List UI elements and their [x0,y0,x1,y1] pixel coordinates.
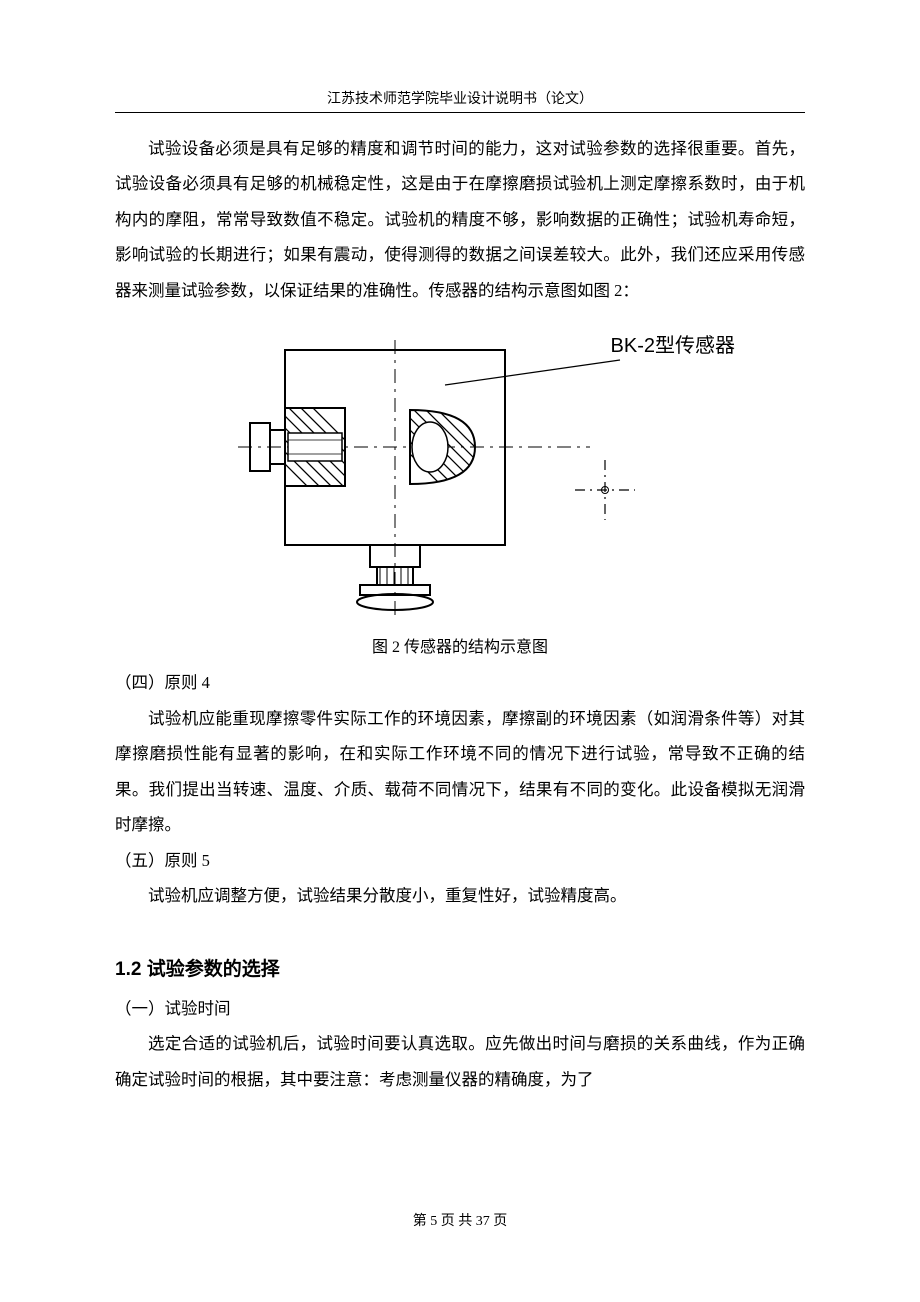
principle-5-body: 试验机应调整方便，试验结果分散度小，重复性好，试验精度高。 [115,878,805,913]
page: 江苏技术师范学院毕业设计说明书（论文） 试验设备必须是具有足够的精度和调节时间的… [0,0,920,1157]
page-header: 江苏技术师范学院毕业设计说明书（论文） [115,88,805,108]
figure-label: BK-2型传感器 [611,334,735,357]
principle-4-body: 试验机应能重现摩擦零件实际工作的环境因素，摩擦副的环境因素（如润滑条件等）对其摩… [115,701,805,843]
right-hatch [400,372,490,534]
section-1-2-sub1-body: 选定合适的试验机后，试验时间要认真选取。应先做出时间与磨损的关系曲线，作为正确确… [115,1026,805,1097]
figure-caption: 图 2 传感器的结构示意图 [115,633,805,657]
left-hatch [275,370,355,534]
header-rule [115,112,805,113]
sensor-diagram: BK-2型传感器 [180,330,740,620]
section-1-2-title: 1.2 试验参数的选择 [115,954,805,981]
crosshair-icon [575,460,635,520]
principle-4-heading: （四）原则 4 [115,665,805,700]
principle-5-heading: （五）原则 5 [115,843,805,878]
section-1-2-sub1-heading: （一）试验时间 [115,991,805,1026]
figure-2: BK-2型传感器 [115,330,805,657]
page-footer: 第 5 页 共 37 页 [0,1210,920,1230]
paragraph-1: 试验设备必须是具有足够的精度和调节时间的能力，这对试验参数的选择很重要。首先，试… [115,131,805,308]
